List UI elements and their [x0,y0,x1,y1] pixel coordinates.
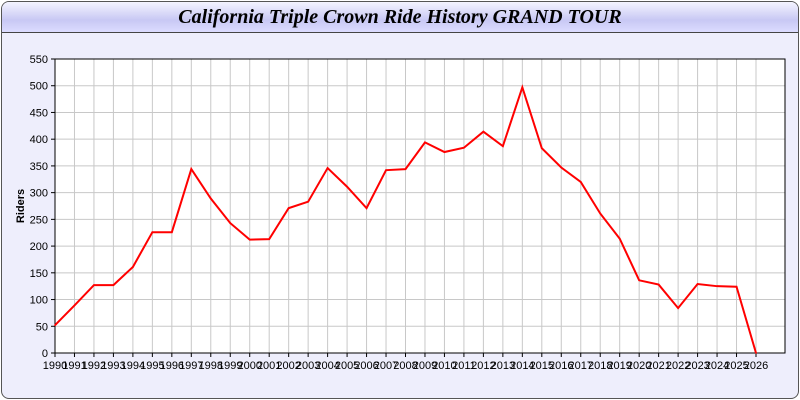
x-tick-label: 1994 [121,360,145,372]
x-tick-label: 1998 [199,360,223,372]
x-tick-label: 2005 [335,360,359,372]
data-point [346,185,348,188]
x-tick-label: 1995 [140,360,164,372]
x-tick-label: 2017 [569,360,593,372]
x-tick-label: 2006 [354,360,378,372]
data-point [443,151,446,153]
data-point [560,166,563,169]
data-point [190,168,193,170]
data-point [229,222,232,224]
data-point [326,167,329,169]
x-tick-label: 1999 [218,360,242,372]
data-point [171,231,173,233]
x-tick-label: 1992 [82,360,106,372]
y-axis-label: Riders [15,189,27,223]
data-point [112,284,115,286]
x-tick-label: 2020 [627,360,651,372]
data-point [73,304,76,307]
x-tick-label: 1997 [179,360,203,372]
x-tick-label: 2012 [471,360,495,372]
data-point [424,141,426,144]
data-point [54,324,56,327]
x-tick-label: 2015 [530,360,554,372]
x-tick-label: 2014 [510,360,534,372]
data-point [716,285,718,287]
data-point [209,197,212,200]
y-tick-label: 500 [30,81,48,93]
data-point [735,285,738,288]
y-tick-label: 200 [30,241,48,253]
x-tick-label: 2000 [237,360,261,372]
x-tick-label: 2003 [296,360,320,372]
x-tick-label: 2001 [257,360,281,372]
x-tick-label: 2026 [744,360,768,372]
data-point [307,200,309,203]
title-bar: California Triple Crown Ride History GRA… [2,2,798,33]
data-point [521,86,524,89]
y-tick-label: 550 [30,54,48,66]
data-point [132,266,134,268]
x-tick-label: 2018 [588,360,612,372]
data-point [93,284,95,286]
data-point [657,283,660,286]
data-point [618,237,621,240]
x-tick-label: 1993 [101,360,125,372]
data-point [385,169,387,171]
data-point [248,238,251,241]
y-tick-label: 50 [36,321,48,333]
x-tick-label: 1996 [160,360,184,372]
data-point [287,207,290,209]
x-tick-label: 2016 [549,360,573,372]
plot-border [54,58,786,354]
data-point [151,231,154,233]
data-point [268,238,270,240]
data-point [599,212,602,215]
data-point [677,307,679,309]
x-tick-label: 2009 [413,360,437,372]
x-tick-label: 2019 [607,360,631,372]
data-point [365,207,368,209]
data-point [463,146,465,149]
y-tick-label: 150 [30,268,48,280]
plot-area [55,59,785,353]
x-tick-label: 2022 [666,360,690,372]
y-tick-label: 450 [30,107,48,119]
x-tick-label: 2024 [705,360,729,372]
data-point [755,352,757,354]
y-tick-label: 100 [30,295,48,307]
x-tick-label: 2010 [432,360,456,372]
data-point [696,283,699,285]
x-tick-label: 1991 [62,360,86,372]
chart-title: California Triple Crown Ride History GRA… [178,6,622,28]
x-tick-label: 1990 [43,360,67,372]
x-tick-label: 2002 [276,360,300,372]
y-tick-label: 350 [30,161,48,173]
x-tick-label: 2023 [685,360,709,372]
x-tick-label: 2013 [491,360,515,372]
x-tick-label: 2021 [646,360,670,372]
x-tick-label: 2008 [393,360,417,372]
y-tick-label: 300 [30,188,48,200]
x-tick-label: 2004 [315,360,339,372]
y-tick-label: 0 [42,348,48,360]
y-tick-label: 400 [30,134,48,146]
x-tick-label: 2007 [374,360,398,372]
data-point [502,145,504,147]
data-point [638,279,640,282]
data-point [482,130,485,133]
data-point [404,168,407,170]
data-point [541,147,543,150]
y-tick-label: 250 [30,214,48,226]
x-tick-label: 2011 [452,360,476,372]
data-point [579,181,582,183]
x-tick-label: 2025 [724,360,748,372]
